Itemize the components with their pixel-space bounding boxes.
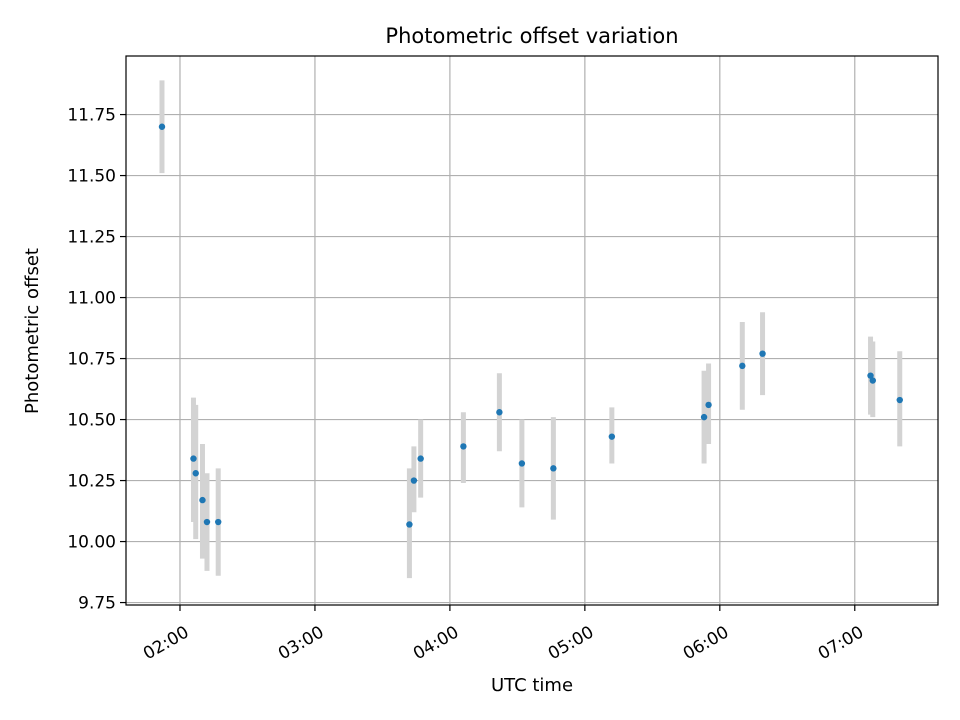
- y-tick-label: 10.75: [67, 350, 116, 370]
- data-point: [199, 496, 206, 504]
- y-axis-title: Photometric offset: [22, 248, 43, 414]
- data-point: [700, 413, 708, 421]
- chart-title: Photometric offset variation: [385, 24, 678, 48]
- data-point: [867, 372, 874, 379]
- data-point: [410, 477, 418, 484]
- y-tick-label: 11.25: [67, 228, 116, 248]
- data-point: [406, 521, 413, 528]
- data-point: [705, 401, 712, 409]
- y-axis-ticks: 9.75 10.00 10.25 10.50 10.75 11.00 11.25 11.50 1…: [67, 106, 126, 614]
- y-tick-label: 11.50: [67, 167, 116, 187]
- data-point: [759, 350, 766, 357]
- data-points: [158, 123, 903, 528]
- data-point: [518, 460, 526, 467]
- data-point: [608, 433, 616, 440]
- data-point: [158, 123, 166, 130]
- data-point: [896, 396, 903, 404]
- data-point: [192, 470, 199, 477]
- data-point: [215, 518, 222, 526]
- y-tick-label: 9.75: [78, 594, 116, 614]
- data-point: [869, 377, 876, 384]
- y-tick-label: 10.00: [67, 533, 116, 553]
- data-point: [460, 443, 467, 450]
- y-tick-label: 11.00: [67, 289, 116, 309]
- data-point: [190, 455, 197, 462]
- y-tick-label: 10.25: [67, 472, 116, 492]
- plot-area-frame: [125, 55, 939, 606]
- x-axis-title: UTC time: [491, 675, 573, 696]
- data-point: [496, 409, 503, 416]
- grid: [126, 56, 938, 605]
- data-point: [739, 362, 746, 370]
- y-tick-label: 10.50: [67, 411, 116, 431]
- y-tick-label: 11.75: [67, 106, 116, 126]
- data-point: [417, 455, 424, 462]
- data-point: [203, 518, 211, 526]
- data-point: [550, 465, 557, 472]
